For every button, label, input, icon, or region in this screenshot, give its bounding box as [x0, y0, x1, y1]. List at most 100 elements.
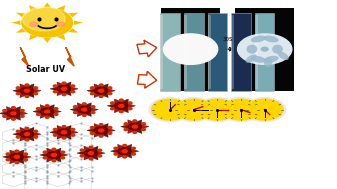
Polygon shape	[118, 149, 131, 158]
Polygon shape	[11, 150, 24, 159]
Polygon shape	[57, 130, 70, 139]
Ellipse shape	[272, 45, 283, 54]
Bar	[255, 15, 258, 89]
Circle shape	[62, 94, 66, 96]
Polygon shape	[50, 85, 64, 93]
Circle shape	[152, 99, 189, 120]
Circle shape	[3, 109, 6, 112]
Circle shape	[99, 84, 103, 86]
Polygon shape	[101, 126, 115, 134]
Circle shape	[24, 153, 28, 155]
Circle shape	[98, 155, 102, 157]
Circle shape	[24, 159, 28, 161]
Circle shape	[199, 99, 236, 120]
Polygon shape	[20, 84, 33, 93]
Circle shape	[124, 129, 128, 131]
Circle shape	[21, 115, 24, 117]
Circle shape	[21, 109, 24, 112]
Circle shape	[61, 87, 67, 90]
Circle shape	[99, 124, 103, 126]
Polygon shape	[95, 124, 108, 132]
Circle shape	[120, 111, 123, 113]
Circle shape	[16, 87, 20, 89]
Circle shape	[53, 134, 57, 136]
Polygon shape	[33, 108, 47, 115]
Polygon shape	[57, 87, 70, 96]
Polygon shape	[85, 151, 98, 160]
Polygon shape	[21, 84, 34, 93]
Ellipse shape	[264, 58, 272, 67]
Polygon shape	[58, 125, 71, 134]
Polygon shape	[20, 127, 33, 136]
Circle shape	[53, 91, 57, 93]
Circle shape	[61, 157, 65, 159]
Circle shape	[89, 158, 93, 160]
Polygon shape	[41, 110, 54, 118]
Circle shape	[15, 162, 19, 164]
Circle shape	[132, 125, 137, 128]
Polygon shape	[40, 110, 53, 118]
Polygon shape	[6, 111, 20, 120]
Circle shape	[114, 147, 118, 149]
Circle shape	[83, 103, 86, 105]
Circle shape	[123, 144, 126, 146]
Circle shape	[71, 128, 75, 130]
Circle shape	[80, 155, 84, 157]
Circle shape	[88, 152, 94, 155]
Polygon shape	[10, 155, 23, 164]
Circle shape	[34, 87, 38, 89]
Circle shape	[111, 108, 114, 110]
Circle shape	[45, 116, 49, 118]
Polygon shape	[54, 151, 68, 159]
Polygon shape	[43, 38, 51, 43]
Polygon shape	[7, 111, 21, 120]
Circle shape	[108, 126, 112, 129]
Ellipse shape	[278, 51, 289, 60]
Circle shape	[99, 95, 103, 98]
Circle shape	[43, 151, 47, 153]
Circle shape	[82, 108, 87, 111]
Circle shape	[73, 106, 77, 108]
Polygon shape	[118, 144, 131, 153]
Polygon shape	[57, 5, 65, 11]
Circle shape	[90, 132, 94, 134]
Circle shape	[108, 132, 112, 134]
Polygon shape	[94, 124, 107, 132]
Circle shape	[51, 153, 57, 156]
Circle shape	[16, 93, 20, 95]
Polygon shape	[84, 146, 97, 155]
Polygon shape	[27, 130, 41, 138]
Polygon shape	[94, 89, 107, 98]
Polygon shape	[20, 47, 29, 66]
Bar	[160, 13, 180, 91]
Circle shape	[11, 112, 16, 115]
Circle shape	[220, 98, 262, 122]
Polygon shape	[135, 123, 149, 131]
Polygon shape	[47, 108, 61, 115]
Ellipse shape	[264, 56, 279, 63]
Circle shape	[12, 107, 15, 109]
Circle shape	[54, 113, 58, 115]
Circle shape	[53, 85, 57, 87]
Circle shape	[108, 93, 112, 95]
Circle shape	[25, 95, 29, 98]
Circle shape	[108, 87, 112, 89]
Polygon shape	[115, 104, 128, 113]
Ellipse shape	[251, 56, 266, 63]
Circle shape	[98, 149, 102, 151]
Circle shape	[30, 22, 38, 26]
Polygon shape	[78, 103, 91, 112]
Bar	[208, 15, 211, 89]
Circle shape	[142, 129, 146, 131]
Circle shape	[14, 155, 20, 158]
Circle shape	[99, 135, 103, 137]
Circle shape	[119, 104, 124, 107]
Polygon shape	[13, 87, 27, 95]
Polygon shape	[115, 99, 128, 108]
Polygon shape	[17, 153, 31, 161]
Polygon shape	[50, 128, 64, 136]
Circle shape	[24, 89, 30, 92]
Circle shape	[6, 159, 10, 161]
Polygon shape	[21, 89, 34, 98]
Polygon shape	[128, 125, 141, 133]
